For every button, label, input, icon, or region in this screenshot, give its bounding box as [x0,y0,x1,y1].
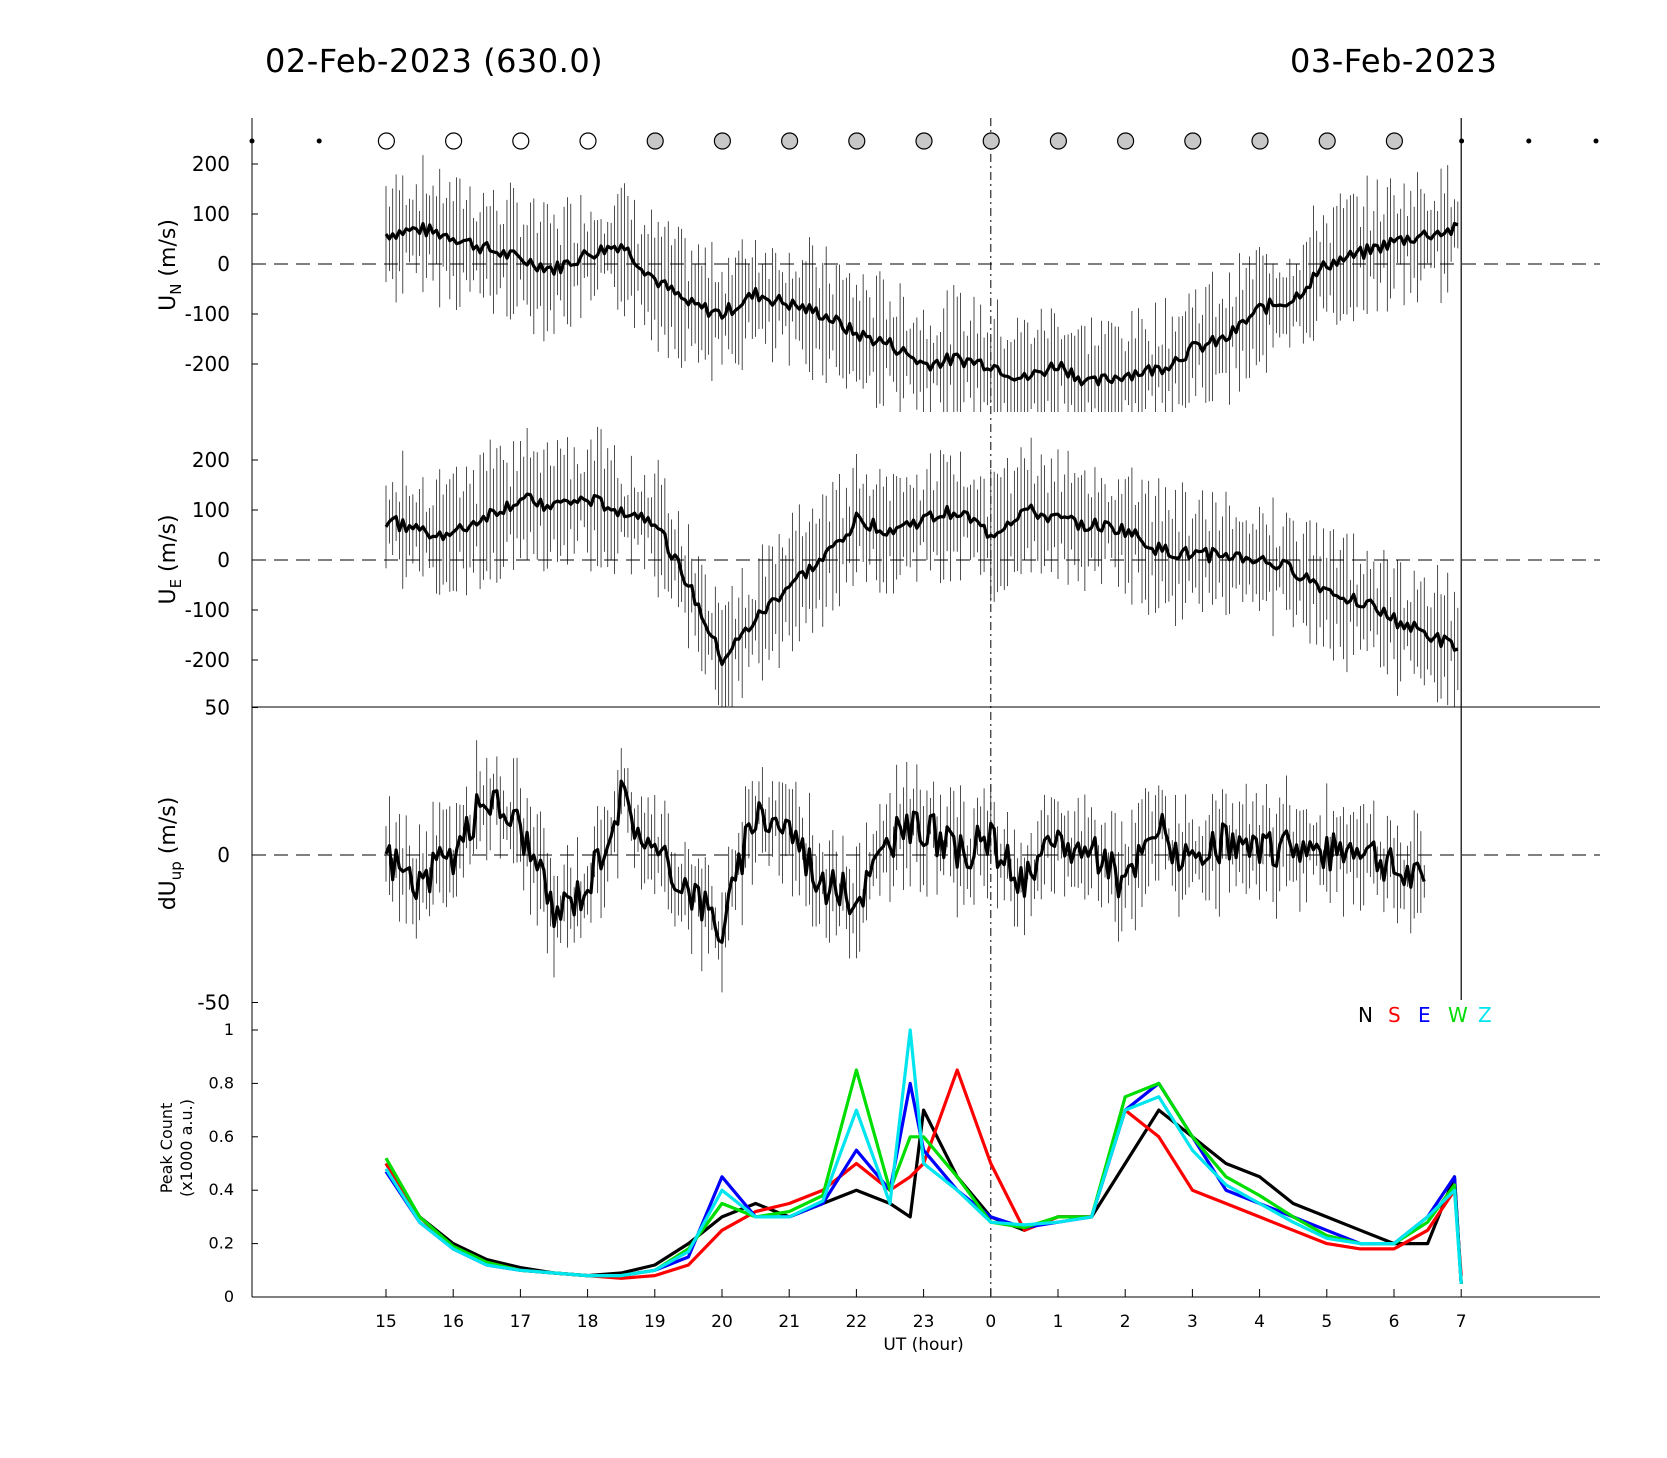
sky-marker-circle [780,132,799,150]
sky-marker-dot [1459,138,1465,144]
legend-entry-S: S [1388,1003,1401,1027]
y-tick-label: 0 [217,843,230,867]
sky-marker-circle [1116,132,1135,150]
sky-marker-circle [848,132,866,150]
y-tick-label: -100 [185,598,230,622]
y-tick-label: 1 [224,1020,234,1039]
sky-marker-circle [915,132,933,150]
sky-marker-circle [1184,132,1202,150]
sky-marker-circle [713,132,732,150]
x-tick-label: 20 [711,1312,733,1332]
panel-frames [251,118,1600,1298]
x-tick-label: 4 [1254,1312,1265,1332]
y-tick-label: 0.8 [209,1073,234,1092]
x-tick-label: 1 [1053,1312,1064,1332]
sky-marker-circle [1049,132,1068,150]
sky-marker-circle [579,132,597,150]
y-tick-label: 0 [217,548,230,572]
x-tick-label: 23 [913,1312,935,1332]
y-tick-label: 0.6 [209,1127,234,1146]
peak-series-W [384,1068,1463,1284]
x-tick-label: 19 [644,1312,666,1332]
y-tick-label: 0 [217,252,230,276]
legend-entry-W: W [1448,1003,1468,1027]
sky-marker-dot [316,138,322,144]
y-tick-label: -200 [185,352,230,376]
series-line [384,221,1459,387]
y-tick-label: 100 [192,498,230,522]
left-date-title: 02-Feb-2023 (630.0) [265,42,604,80]
sky-marker-dot [249,138,255,144]
legend-entry-N: N [1358,1003,1373,1027]
x-tick-label: 7 [1456,1312,1467,1332]
y-axis-label: Peak Count [157,1103,176,1194]
y-axis-label: (x1000 a.u.) [177,1099,196,1197]
x-tick-label: 18 [577,1312,599,1332]
sky-marker-circle [646,132,664,150]
legend-entry-Z: Z [1478,1003,1492,1027]
x-tick-label: 22 [846,1312,868,1332]
series-line [384,492,1459,667]
x-tick-label: 5 [1321,1312,1332,1332]
x-tick-label: 15 [375,1312,397,1332]
y-tick-label: -100 [185,302,230,326]
x-tick-label: 6 [1389,1312,1400,1332]
y-axis-label: UE (m/s) [156,514,185,604]
y-tick-label: 0.2 [209,1234,234,1253]
sky-marker-dot [1526,138,1532,144]
x-tick-label: 0 [985,1312,996,1332]
sky-marker-circle [1318,132,1336,150]
legend-entry-E: E [1418,1003,1431,1027]
x-tick-label: 2 [1120,1312,1131,1332]
y-tick-label: -50 [197,991,230,1015]
y-axis-label: dUup (m/s) [156,797,185,911]
plots [249,132,1599,1284]
x-axis-label: UT (hour) [883,1335,963,1355]
y-tick-label: 100 [192,202,230,226]
y-tick-label: 0 [224,1287,234,1306]
y-axis-label: UN (m/s) [156,219,185,311]
peak-series-Z [384,1028,1463,1284]
x-tick-label: 17 [510,1312,532,1332]
right-date-title: 03-Feb-2023 [1290,42,1498,80]
x-tick-label: 16 [442,1312,464,1332]
sky-marker-circle [1251,132,1269,150]
x-tick-label: 3 [1187,1312,1198,1332]
y-tick-label: 200 [192,448,230,472]
y-tick-label: 200 [192,152,230,176]
sky-marker-circle [982,132,1000,150]
sky-marker-circle [512,132,530,150]
y-tick-label: 50 [205,696,230,720]
x-tick-label: 21 [778,1312,800,1332]
sky-marker-circle [445,132,463,150]
y-tick-label: 0.4 [209,1180,234,1199]
series-line [384,779,1426,944]
peak-series-S [384,1068,1463,1280]
sky-marker-dot [1593,138,1599,144]
sky-marker-circle [377,132,395,150]
sky-marker-circle [1385,132,1404,150]
y-tick-label: -200 [185,648,230,672]
